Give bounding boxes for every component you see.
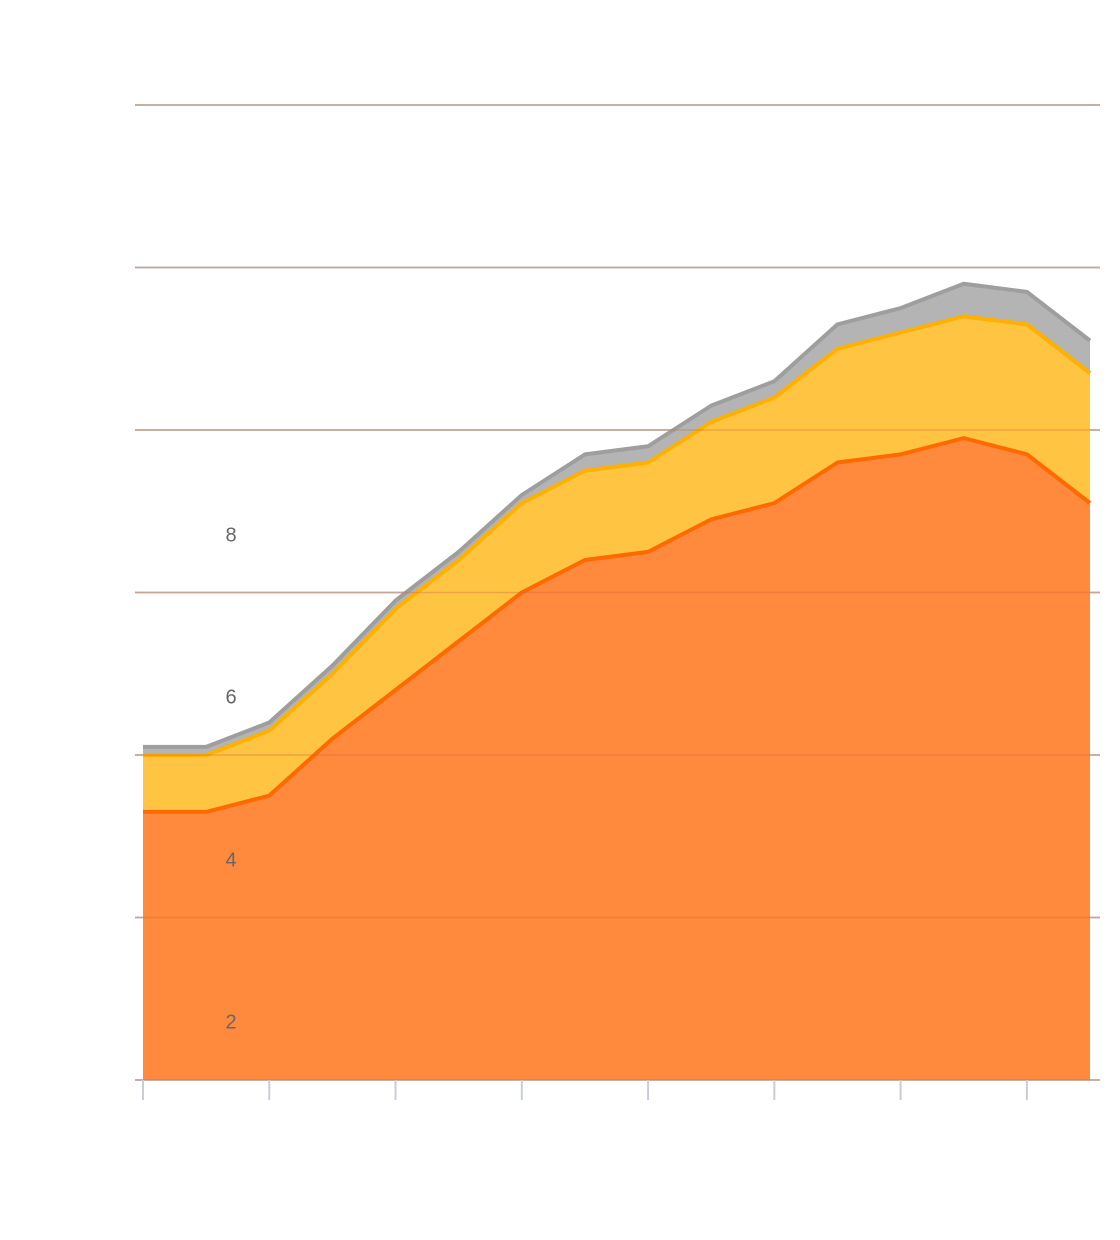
series-area-1 [143,438,1090,1080]
y-tick-label: 8 [225,524,236,546]
y-tick-label: 6 [225,686,236,708]
grid-lines-overlay [135,104,1100,1081]
series-areas [143,283,1090,1080]
y-tick-labels: 2 4 6 8 [225,524,236,1033]
y-tick-label: 2 [225,1011,236,1033]
series-line-2 [143,314,1092,757]
y-tick-label: 4 [225,849,236,871]
x-axis-ticks [142,1080,1028,1100]
series-lines [143,281,1092,814]
series-line-1 [143,436,1092,814]
series-line-3 [143,281,1092,749]
